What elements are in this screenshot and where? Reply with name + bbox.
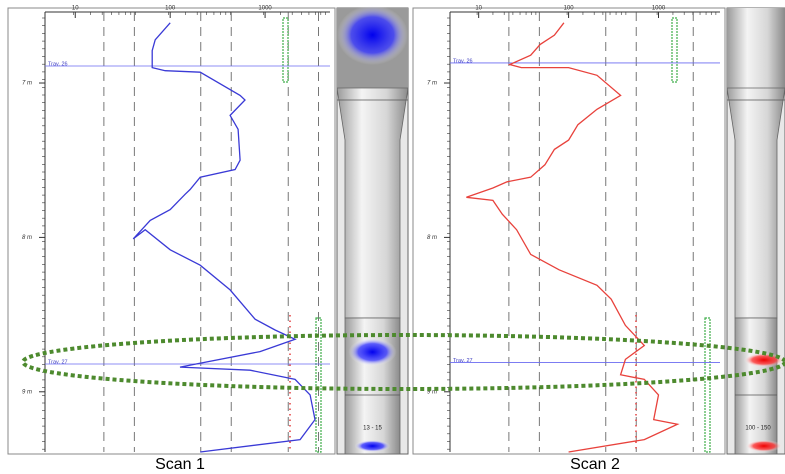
traverse-label: Trav. 27	[453, 358, 473, 364]
x-tick-label: 100	[564, 6, 575, 12]
x-tick-label: 1000	[258, 6, 272, 12]
y-tick-label: 7 m	[22, 81, 32, 87]
traverse-label: Trav. 26	[48, 61, 68, 67]
panel-caption: Scan 1	[155, 456, 205, 473]
scale-label: 13 - 15	[363, 426, 382, 432]
x-tick-label: 10	[72, 6, 79, 12]
cylinder-taper	[727, 88, 785, 318]
scan-blob	[746, 440, 782, 452]
panel-caption: Scan 2	[570, 456, 620, 473]
x-tick-label: 100	[165, 6, 176, 12]
scan-blob	[349, 338, 397, 366]
screenshot: 10 100 1000 7 m 8 m 9 m Trav. 26 Trav. 27 13 - 1…	[0, 0, 785, 474]
scan-blob	[355, 440, 391, 452]
scan-blob	[337, 5, 408, 65]
cylinder-top	[727, 8, 785, 88]
cylinder-bottom	[735, 318, 777, 454]
traverse-label: Trav. 26	[453, 58, 473, 64]
y-tick-label: 9 m	[22, 389, 32, 395]
cylinder-taper	[337, 88, 408, 318]
traverse-label: Trav. 27	[48, 359, 68, 365]
x-tick-label: 1000	[652, 6, 666, 12]
y-tick-label: 7 m	[427, 81, 437, 87]
x-tick-label: 10	[475, 6, 482, 12]
scale-label: 100 - 150	[745, 426, 771, 432]
plot-frame	[8, 8, 335, 454]
y-tick-label: 8 m	[22, 235, 32, 241]
y-tick-label: 8 m	[427, 235, 437, 241]
